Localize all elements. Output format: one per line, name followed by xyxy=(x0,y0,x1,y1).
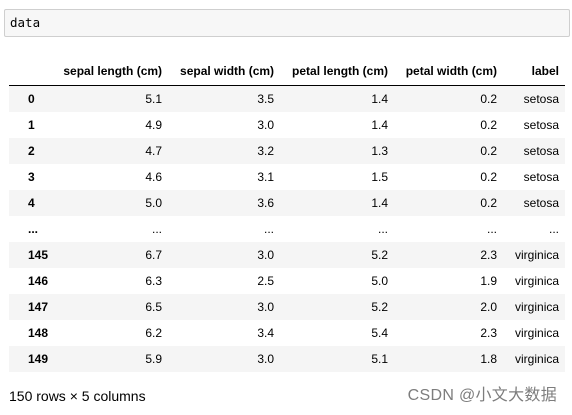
cell-sepal-width: 3.5 xyxy=(257,92,275,106)
cell-petal-length: 1.3 xyxy=(371,144,389,158)
table-row: 2 4.7 3.2 1.3 0.2 setosa xyxy=(9,138,566,164)
index-header xyxy=(9,58,49,86)
cell-petal-length: ... xyxy=(378,222,389,236)
cell-petal-length: 1.4 xyxy=(371,196,389,210)
cell-sepal-width: 3.2 xyxy=(257,144,275,158)
cell-petal-length: 5.4 xyxy=(371,326,389,340)
cell-sepal-length: 5.1 xyxy=(145,92,163,106)
cell-sepal-length: 5.9 xyxy=(145,352,163,366)
table-row: 4 5.0 3.6 1.4 0.2 setosa xyxy=(9,190,566,216)
table-row: .................. xyxy=(9,216,565,242)
cell-petal-length: 1.4 xyxy=(371,118,389,132)
row-index: 147 xyxy=(28,300,49,314)
row-index: ... xyxy=(28,222,39,236)
cell-label: virginica xyxy=(515,300,560,314)
cell-label: setosa xyxy=(523,144,560,158)
cell-sepal-width: 3.0 xyxy=(257,118,275,132)
table-row: 3 4.6 3.1 1.5 0.2 setosa xyxy=(9,164,565,190)
cell-petal-width: 2.0 xyxy=(480,300,498,314)
cell-sepal-length: ... xyxy=(152,222,163,236)
table-row: 0 5.1 3.5 1.4 0.2 setosa xyxy=(9,85,566,112)
cell-petal-length: 5.2 xyxy=(371,300,389,314)
cell-petal-width: 1.9 xyxy=(480,274,498,288)
cell-sepal-width: 3.1 xyxy=(257,170,275,184)
cell-sepal-width: 3.4 xyxy=(257,326,275,340)
cell-label: setosa xyxy=(523,92,560,106)
row-index: 4 xyxy=(28,196,35,210)
table-body: 0 5.1 3.5 1.4 0.2 setosa 1 4.9 3.0 1.4 0.2 setosa 2 4… xyxy=(9,85,566,372)
cell-petal-width: ... xyxy=(487,222,498,236)
cell-sepal-length: 6.5 xyxy=(145,300,163,314)
cell-petal-width: 0.2 xyxy=(480,196,498,210)
cell-label: virginica xyxy=(515,352,560,366)
table-row: 147 6.5 3.0 5.2 2.0 virginica xyxy=(9,294,566,320)
cell-petal-width: 0.2 xyxy=(480,118,498,132)
header-row: sepal length (cm) sepal width (cm) petal… xyxy=(9,58,566,86)
row-index: 2 xyxy=(28,144,35,158)
cell-petal-length: 5.1 xyxy=(371,352,389,366)
cell-petal-width: 2.3 xyxy=(480,326,498,340)
cell-label: setosa xyxy=(523,118,560,132)
table-row: 145 6.7 3.0 5.2 2.3 virginica xyxy=(9,242,566,268)
row-index: 145 xyxy=(28,248,49,262)
cell-sepal-length: 6.7 xyxy=(145,248,163,262)
cell-label: virginica xyxy=(515,274,560,288)
table-header: sepal length (cm) sepal width (cm) petal… xyxy=(9,58,566,86)
dataframe-table: sepal length (cm) sepal width (cm) petal… xyxy=(9,58,566,372)
row-index: 1 xyxy=(28,118,35,132)
table-row: 149 5.9 3.0 5.1 1.8 virginica xyxy=(9,346,566,372)
cell-sepal-width: 3.0 xyxy=(257,300,275,314)
column-header-petal-width: petal width (cm) xyxy=(394,58,504,86)
cell-label: virginica xyxy=(515,326,560,340)
cell-sepal-length: 6.2 xyxy=(145,326,163,340)
cell-petal-length: 1.5 xyxy=(371,170,389,184)
code-cell-text: data xyxy=(10,15,41,30)
cell-sepal-width: 2.5 xyxy=(257,274,275,288)
cell-sepal-width: 3.6 xyxy=(257,196,275,210)
cell-sepal-length: 4.6 xyxy=(145,170,163,184)
code-cell[interactable]: data xyxy=(4,9,570,37)
cell-label: setosa xyxy=(523,196,560,210)
row-index: 146 xyxy=(28,274,49,288)
cell-petal-width: 0.2 xyxy=(480,170,498,184)
cell-petal-length: 1.4 xyxy=(371,92,389,106)
table-row: 146 6.3 2.5 5.0 1.9 virginica xyxy=(9,268,565,294)
cell-petal-length: 5.2 xyxy=(371,248,389,262)
cell-sepal-length: 4.7 xyxy=(145,144,163,158)
cell-label: ... xyxy=(549,222,560,236)
cell-petal-width: 0.2 xyxy=(480,92,498,106)
cell-petal-width: 2.3 xyxy=(480,248,498,262)
cell-petal-width: 0.2 xyxy=(480,144,498,158)
column-header-sepal-length: sepal length (cm) xyxy=(48,58,169,86)
row-index: 149 xyxy=(28,352,49,366)
watermark: CSDN @小文大数据 xyxy=(407,387,557,404)
column-header-petal-length: petal length (cm) xyxy=(280,58,395,86)
table-shape-summary: 150 rows × 5 columns xyxy=(9,388,146,404)
table-row: 148 6.2 3.4 5.4 2.3 virginica xyxy=(9,320,565,346)
cell-label: setosa xyxy=(523,170,560,184)
row-index: 148 xyxy=(28,326,49,340)
row-index: 0 xyxy=(28,92,35,106)
cell-sepal-length: 5.0 xyxy=(145,196,163,210)
cell-sepal-length: 6.3 xyxy=(145,274,163,288)
cell-sepal-width: 3.0 xyxy=(257,352,275,366)
column-header-sepal-width: sepal width (cm) xyxy=(168,58,281,86)
cell-sepal-length: 4.9 xyxy=(145,118,163,132)
cell-sepal-width: ... xyxy=(264,222,275,236)
table-row: 1 4.9 3.0 1.4 0.2 setosa xyxy=(9,112,565,138)
row-index: 3 xyxy=(28,170,35,184)
column-header-label: label xyxy=(503,58,566,86)
cell-sepal-width: 3.0 xyxy=(257,248,275,262)
cell-petal-width: 1.8 xyxy=(480,352,498,366)
cell-label: virginica xyxy=(515,248,560,262)
cell-petal-length: 5.0 xyxy=(371,274,389,288)
